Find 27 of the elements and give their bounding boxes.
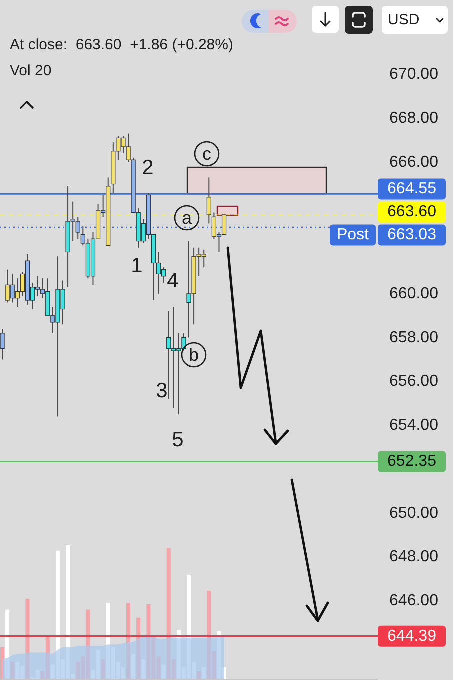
text: At close: 663.60 +1.86 (+0.28%): [10, 36, 234, 54]
ref-line-label: 663.60: [388, 204, 437, 221]
y-tick-label: 658.00: [390, 329, 439, 346]
annotation: c: [202, 144, 212, 164]
y-tick-label: 670.00: [390, 66, 439, 84]
annotation: 4: [167, 270, 180, 292]
y-tick-label: 660.00: [390, 285, 439, 302]
annotation: b: [188, 345, 200, 365]
chart-title: Vol 20: [10, 62, 52, 80]
y-tick-label: 646.00: [390, 592, 439, 610]
annotation: 1: [131, 254, 143, 278]
annotation: 5: [172, 428, 184, 452]
y-axis-title: USD: [388, 12, 420, 28]
ref-line-label: 652.35: [388, 453, 437, 470]
ref-line-label: 644.39: [388, 628, 437, 645]
y-tick-label: 668.00: [390, 110, 439, 127]
annotation: 2: [142, 156, 154, 180]
y-tick-label: 654.00: [390, 417, 439, 434]
y-tick-label: 650.00: [390, 504, 439, 522]
y-tick-label: 666.00: [390, 154, 439, 171]
ref-line-label: 663.03: [388, 226, 437, 244]
annotation: 3: [156, 380, 168, 402]
annotation: a: [182, 208, 193, 228]
ref-line-label: 664.55: [388, 180, 437, 198]
annotation: Post: [336, 226, 370, 244]
y-tick-label: 656.00: [390, 373, 439, 390]
y-tick-label: 648.00: [390, 548, 439, 566]
